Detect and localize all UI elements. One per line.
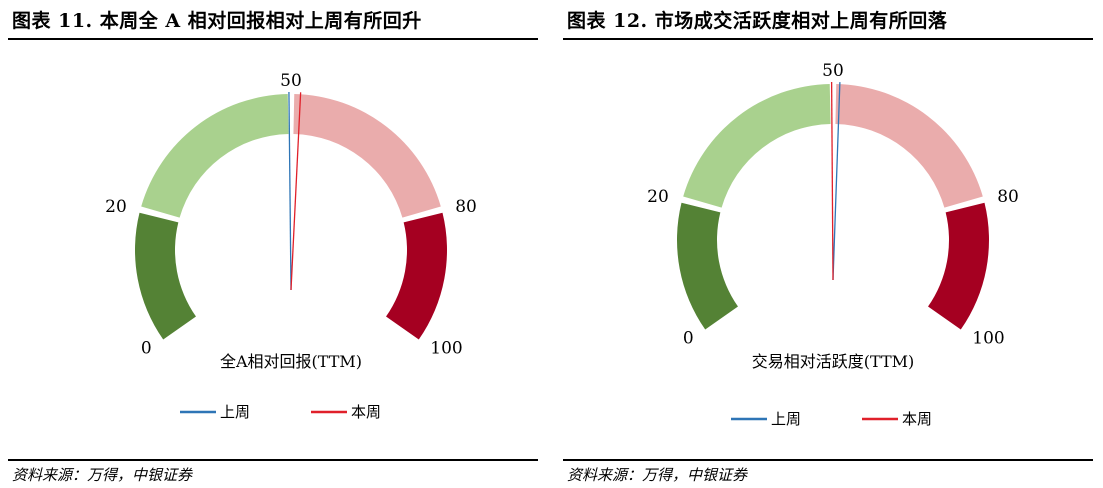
tick-label: 0: [683, 329, 694, 349]
source-rule: [8, 459, 538, 461]
legend-label: 上周: [771, 410, 801, 428]
legend-label: 上周: [220, 403, 250, 421]
chart-panel-right: 图表 12. 市场成交活跃度相对上周有所回落 0 20 50 80 100 交易相对活跃度…: [563, 0, 1098, 488]
tick-label: 0: [141, 339, 152, 359]
source-note: 资料来源：万得，中银证券: [567, 466, 748, 484]
tick-label: 50: [280, 71, 302, 91]
tick-label: 50: [822, 61, 844, 81]
needle-this-week: [830, 82, 834, 281]
needle-last-week: [832, 82, 841, 281]
tick-label: 100: [972, 329, 1004, 349]
gauge-band: [835, 84, 983, 208]
title-rule: [563, 38, 1093, 40]
tick-label: 20: [647, 187, 669, 207]
gauge-band: [135, 212, 196, 340]
source-rule: [563, 459, 1093, 461]
tick-label: 20: [105, 197, 127, 217]
chart-panel-left: 图表 11. 本周全 A 相对回报相对上周有所回升 0 20 50 80 100 全A相对…: [8, 0, 543, 488]
figure-title: 图表 11. 本周全 A 相对回报相对上周有所回升: [12, 10, 422, 32]
gauge-band: [683, 84, 831, 208]
gauge-band: [928, 202, 989, 330]
gauge-chart: 0 20 50 80 100 全A相对回报(TTM) 上周 本周: [105, 71, 477, 421]
gauge-band: [386, 212, 447, 340]
tick-label: 100: [430, 339, 462, 359]
needle-last-week: [288, 92, 292, 291]
title-rule: [8, 38, 538, 40]
source-note: 资料来源：万得，中银证券: [12, 466, 193, 484]
gauge-band: [293, 94, 441, 218]
axis-label: 全A相对回报(TTM): [220, 352, 362, 371]
gauge-chart: 0 20 50 80 100 交易相对活跃度(TTM) 上周 本周: [647, 61, 1019, 428]
figure-title: 图表 12. 市场成交活跃度相对上周有所回落: [567, 10, 948, 32]
needle-this-week: [290, 92, 302, 291]
legend-label: 本周: [351, 403, 381, 421]
legend-label: 本周: [902, 410, 932, 428]
tick-label: 80: [997, 187, 1019, 207]
gauge-band: [677, 202, 738, 330]
tick-label: 80: [455, 197, 477, 217]
axis-label: 交易相对活跃度(TTM): [752, 352, 915, 371]
gauge-band: [141, 94, 289, 218]
